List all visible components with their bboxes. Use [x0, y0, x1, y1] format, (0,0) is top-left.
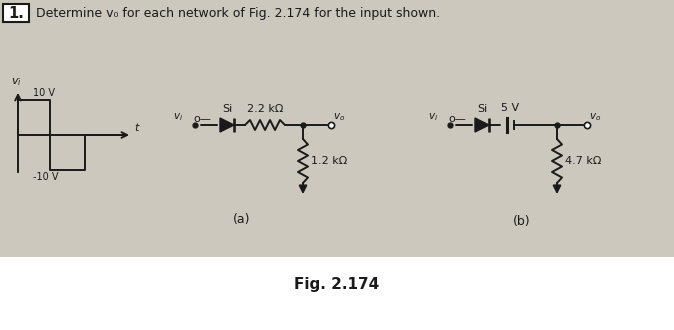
Bar	[0, 257, 674, 330]
Text: $v_i$: $v_i$	[173, 111, 183, 123]
Text: o—: o—	[193, 114, 211, 124]
Text: 1.: 1.	[8, 6, 24, 20]
Text: $t$: $t$	[134, 121, 141, 133]
Text: (a): (a)	[233, 214, 251, 226]
Text: $v_i$: $v_i$	[11, 76, 22, 88]
Bar	[0, 0, 674, 257]
FancyBboxPatch shape	[3, 4, 29, 22]
Text: o—: o—	[448, 114, 466, 124]
Text: 2.2 kΩ: 2.2 kΩ	[247, 104, 283, 114]
Text: $v_o$: $v_o$	[333, 111, 345, 123]
Text: Si: Si	[222, 104, 232, 114]
Text: 1.2 kΩ: 1.2 kΩ	[311, 156, 347, 166]
Text: (b): (b)	[513, 215, 531, 228]
Text: 4.7 kΩ: 4.7 kΩ	[565, 156, 601, 166]
Text: 5 V: 5 V	[501, 103, 519, 113]
Text: Determine v₀ for each network of Fig. 2.174 for the input shown.: Determine v₀ for each network of Fig. 2.…	[36, 7, 440, 19]
Text: Fig. 2.174: Fig. 2.174	[295, 278, 379, 292]
Text: -10 V: -10 V	[33, 172, 59, 182]
Text: 10 V: 10 V	[33, 88, 55, 98]
Text: $v_i$: $v_i$	[428, 111, 438, 123]
Text: Si: Si	[477, 104, 487, 114]
Polygon shape	[475, 118, 489, 132]
Polygon shape	[220, 118, 234, 132]
Text: $v_o$: $v_o$	[589, 111, 601, 123]
